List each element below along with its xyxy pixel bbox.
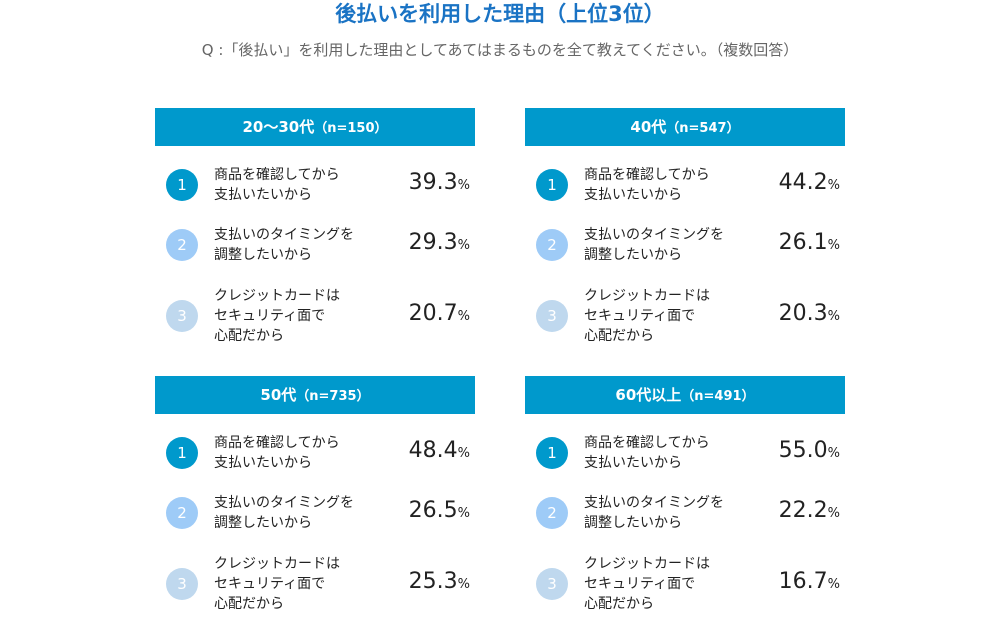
percentage-value: 26.1 [778,230,828,255]
percent-unit: % [457,238,470,253]
sample-size: （n=150） [314,121,388,136]
reason-text: 支払いのタイミングを 調整したいから [214,227,354,263]
percentage: 48.4% [409,438,470,463]
panel-1: 20〜30代（n=150） 1 商品を確認してから 支払いたいから 39.3% … [155,108,475,344]
reason-text: 商品を確認してから 支払いたいから [214,167,340,203]
percentage: 55.0% [779,438,840,463]
panel-header: 20〜30代（n=150） [155,108,475,146]
percent-unit: % [827,309,840,324]
percentage-value: 20.3 [778,301,828,326]
percentage: 29.3% [409,230,470,255]
panel-2: 40代（n=547） 1 商品を確認してから 支払いたいから 44.2% 2 支… [525,108,845,344]
percentage-value: 16.7 [778,569,828,594]
rank-badge: 3 [166,568,198,600]
reason-text: 支払いのタイミングを 調整したいから [584,495,724,531]
age-group: 50代 [260,386,297,404]
percentage: 16.7% [779,569,840,594]
reason-text: 商品を確認してから 支払いたいから [584,167,710,203]
panel-3: 50代（n=735） 1 商品を確認してから 支払いたいから 48.4% 2 支… [155,376,475,612]
panel-header: 40代（n=547） [525,108,845,146]
percent-unit: % [457,446,470,461]
percentage-value: 48.4 [408,438,458,463]
panel-4: 60代以上（n=491） 1 商品を確認してから 支払いたいから 55.0% 2… [525,376,845,612]
percentage-value: 20.7 [408,301,458,326]
percentage: 39.3% [409,170,470,195]
rank-badge: 3 [166,300,198,332]
percentage-value: 26.5 [408,498,458,523]
rank-badge: 2 [536,229,568,261]
reason-text: クレジットカードは セキュリティ面で 心配だから [584,556,710,612]
percent-unit: % [827,506,840,521]
reason-text: クレジットカードは セキュリティ面で 心配だから [214,288,340,344]
percentage: 22.2% [779,498,840,523]
rank-badge: 2 [536,497,568,529]
panel-header: 60代以上（n=491） [525,376,845,414]
rank-badge: 1 [166,169,198,201]
percentage: 44.2% [779,170,840,195]
rank-badge: 1 [536,169,568,201]
percentage: 26.5% [409,498,470,523]
rank-badge: 3 [536,300,568,332]
percentage-value: 25.3 [408,569,458,594]
sample-size: （n=735） [296,389,370,404]
percentage-value: 55.0 [778,438,828,463]
reason-text: 支払いのタイミングを 調整したいから [214,495,354,531]
rank-badge: 1 [166,437,198,469]
rank-badge: 3 [536,568,568,600]
age-group: 20〜30代 [242,118,315,136]
age-group: 60代以上 [615,386,682,404]
reason-text: 支払いのタイミングを 調整したいから [584,227,724,263]
sample-size: （n=491） [681,389,755,404]
percentage-value: 39.3 [408,170,458,195]
percentage-value: 22.2 [778,498,828,523]
percent-unit: % [827,577,840,592]
percentage: 20.3% [779,301,840,326]
reason-text: クレジットカードは セキュリティ面で 心配だから [584,288,710,344]
age-group: 40代 [630,118,667,136]
percent-unit: % [827,238,840,253]
percentage: 26.1% [779,230,840,255]
percent-unit: % [457,577,470,592]
page-title: 後払いを利用した理由（上位3位） [335,2,665,26]
percentage-value: 44.2 [778,170,828,195]
percent-unit: % [827,446,840,461]
reason-text: 商品を確認してから 支払いたいから [214,435,340,471]
reason-text: 商品を確認してから 支払いたいから [584,435,710,471]
percentage: 25.3% [409,569,470,594]
panel-header: 50代（n=735） [155,376,475,414]
survey-question: Q :「後払い」を利用した理由としてあてはまるものを全て教えてください。（複数回… [201,41,799,59]
rank-badge: 2 [166,229,198,261]
percent-unit: % [457,178,470,193]
percent-unit: % [457,506,470,521]
sample-size: （n=547） [666,121,740,136]
percent-unit: % [457,309,470,324]
rank-badge: 2 [166,497,198,529]
reason-text: クレジットカードは セキュリティ面で 心配だから [214,556,340,612]
rank-badge: 1 [536,437,568,469]
percent-unit: % [827,178,840,193]
percentage-value: 29.3 [408,230,458,255]
percentage: 20.7% [409,301,470,326]
